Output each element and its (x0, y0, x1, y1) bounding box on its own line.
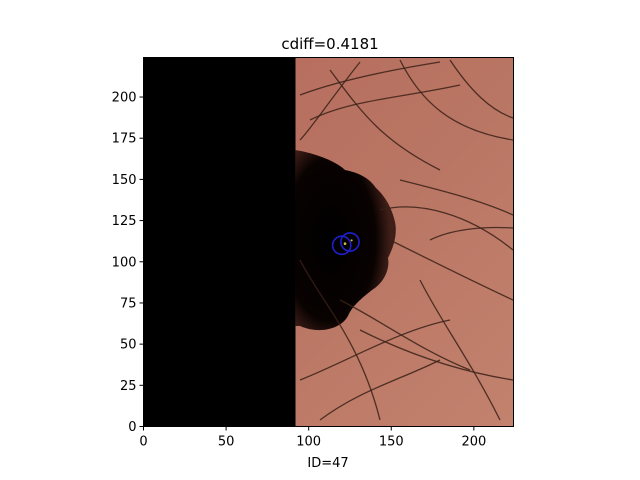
hair-strand (319, 359, 441, 421)
x-tick-label: 50 (218, 435, 235, 450)
y-tick-label: 0 (128, 420, 136, 435)
y-tick-label: 75 (120, 296, 137, 311)
x-tick-label: 200 (461, 435, 486, 450)
dermoscopy-image (143, 57, 514, 427)
x-axis: 0 50 100 150 200 (139, 426, 486, 450)
hair-strand (389, 239, 514, 301)
hair-strand (329, 69, 441, 171)
y-tick-label: 175 (112, 132, 137, 147)
hair-strands (299, 59, 514, 421)
chart-title: cdiff=0.4181 (281, 35, 378, 53)
y-tick-label: 50 (120, 338, 137, 353)
x-tick-label: 100 (296, 435, 321, 450)
contour-ring (331, 235, 352, 256)
x-axis-label: ID=47 (307, 456, 348, 471)
hair-strand (429, 226, 514, 241)
hair-strand (379, 206, 514, 251)
contour-center-dot (343, 242, 347, 245)
hair-strand (299, 61, 361, 141)
x-tick-label: 0 (139, 435, 147, 450)
y-tick-label: 150 (112, 173, 137, 188)
plot-frame (143, 57, 514, 427)
hair-strand (399, 59, 514, 141)
y-tick-label: 100 (112, 255, 137, 270)
contour-center-dot (350, 239, 353, 242)
hair-strand (359, 329, 514, 381)
y-axis: 0 25 50 75 100 125 150 175 200 (112, 91, 144, 435)
masked-region (143, 57, 296, 427)
hair-strand (299, 61, 441, 96)
hair-strand (449, 59, 514, 119)
hair-strand (399, 179, 514, 216)
contour-ring (340, 232, 360, 252)
contour-markers (331, 232, 360, 256)
hair-strand (309, 84, 461, 121)
hair-strand (419, 279, 501, 421)
hair-strand (299, 259, 381, 421)
lesion (295, 150, 396, 331)
hair-strand (299, 319, 451, 381)
y-tick-label: 200 (112, 91, 137, 106)
y-tick-label: 125 (112, 214, 137, 229)
x-tick-label: 150 (379, 435, 404, 450)
y-tick-label: 25 (120, 379, 137, 394)
